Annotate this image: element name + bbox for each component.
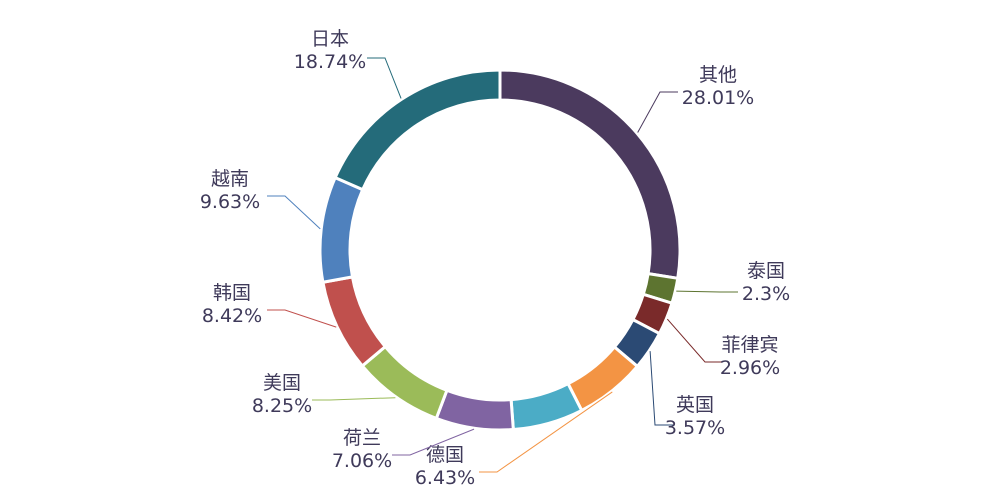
leader-line-5 (479, 391, 613, 473)
donut-slice-1 (498, 68, 682, 281)
slice-value-1: 28.01% (682, 87, 754, 109)
slice-value-5: 6.43% (415, 467, 475, 489)
donut-slice-6 (509, 381, 584, 432)
slice-label-3: 菲律宾 (721, 334, 778, 356)
slice-label-4: 英国 (676, 394, 714, 416)
leader-line-1 (637, 91, 678, 133)
slice-value-7: 7.06% (332, 450, 392, 472)
donut-slice-7 (434, 388, 515, 432)
slice-label-8: 美国 (263, 372, 301, 394)
slice-label-2: 泰国 (747, 260, 785, 282)
leader-line-10 (267, 195, 321, 230)
slice-label-11: 日本 (311, 28, 349, 50)
slice-value-2: 2.3% (742, 283, 790, 305)
slice-value-8: 8.25% (252, 395, 312, 417)
slice-value-3: 2.96% (720, 357, 780, 379)
leader-line-2 (676, 290, 738, 293)
leader-line-4 (649, 351, 673, 426)
leader-line-8 (312, 397, 396, 401)
slice-value-9: 8.42% (202, 305, 262, 327)
slice-value-11: 18.74% (294, 51, 366, 73)
donut-slice-8 (360, 344, 449, 421)
donut-slice-9 (321, 275, 388, 369)
slice-label-9: 韩国 (213, 282, 251, 304)
slice-value-10: 9.63% (200, 191, 260, 213)
donut-slice-10 (318, 175, 365, 285)
slice-label-7: 荷兰 (343, 427, 381, 449)
slice-label-1: 其他 (699, 64, 737, 86)
leader-line-9 (267, 309, 337, 328)
leader-line-3 (666, 318, 723, 363)
slice-label-10: 越南 (211, 168, 249, 190)
slice-value-4: 3.57% (665, 417, 725, 439)
donut-slice-11 (333, 68, 502, 192)
leader-line-11 (367, 57, 402, 99)
slice-label-5: 德国 (426, 444, 464, 466)
leader-line-7 (392, 428, 475, 456)
